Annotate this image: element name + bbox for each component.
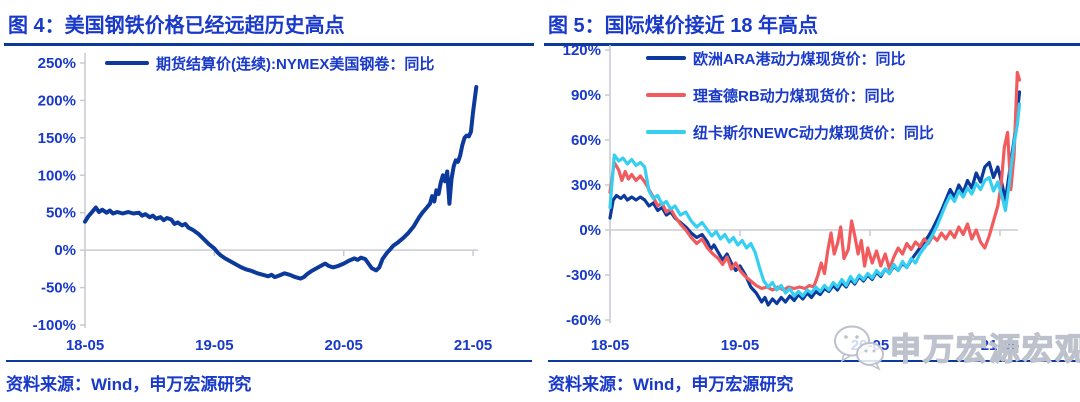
x-tick-label: 21-05 — [454, 337, 492, 354]
y-tick-label: 30% — [571, 177, 601, 194]
legend-line-swatch — [646, 56, 686, 60]
y-tick-label: 100% — [38, 167, 76, 184]
y-tick-label: -100% — [33, 317, 76, 334]
chart-canvas: 120%90%60%30%0%-30%-60%18-0519-0520-0521… — [563, 45, 1022, 354]
legend: 欧洲ARA港动力煤现货价：同比 理查德RB动力煤现货价：同比纽卡斯尔NEWC动力煤… — [646, 48, 934, 159]
legend-item: 理查德RB动力煤现货价：同比 — [646, 85, 934, 105]
y-tick-label: 200% — [38, 92, 76, 109]
figure-4-title: 图 4：美国钢铁价格已经远超历史高点 — [4, 0, 534, 46]
y-tick-label: -60% — [566, 312, 601, 329]
legend-line-swatch — [646, 93, 686, 97]
legend-line-swatch — [105, 61, 149, 65]
x-tick-label: 19-05 — [195, 337, 233, 354]
chart-canvas: 250% 200% 150% 100% 50% 0% -50% -100% 18-05 19-05… — [33, 53, 492, 354]
x-tick-label: 21-05 — [981, 337, 1019, 354]
x-tick-label: 18-05 — [591, 337, 629, 354]
y-tick-label: 250% — [38, 55, 76, 72]
figure-4-footer: 资料来源：Wind，申万宏源研究 — [6, 360, 532, 395]
y-tick-label: -50% — [41, 280, 76, 297]
y-tick-label: 50% — [46, 205, 76, 222]
figure-4: 图 4：美国钢铁价格已经远超历史高点 资料来源：Wind，申万宏源研究 250%… — [4, 0, 534, 395]
y-tick-label: 60% — [571, 132, 601, 149]
y-tick-label: 150% — [38, 130, 76, 147]
legend-label: 理查德RB动力煤现货价：同比 — [693, 87, 895, 105]
legend-line-swatch — [646, 130, 686, 134]
watermark: 申万宏源宏观 — [828, 321, 1080, 371]
legend: 期货结算价(连续):NYMEX美国钢卷：同比 — [105, 53, 434, 90]
y-tick-label: 120% — [563, 45, 601, 59]
x-tick-label: 20-05 — [325, 337, 363, 354]
figure-5: 图 5：国际煤价接近 18 年高点 资料来源：Wind，申万宏源研究 申万宏源宏… — [540, 0, 1080, 402]
legend-item: 纽卡斯尔NEWC动力煤现货价：同比 — [646, 122, 934, 142]
legend-item: 欧洲ARA港动力煤现货价：同比 — [646, 48, 934, 68]
figure-5-footer: 资料来源：Wind，申万宏源研究 — [548, 360, 1080, 395]
legend-label: 纽卡斯尔NEWC动力煤现货价：同比 — [693, 124, 934, 142]
x-tick-label: 19-05 — [721, 337, 759, 354]
wechat-icon — [834, 325, 884, 371]
series-line — [608, 102, 1022, 298]
legend-label: 欧洲ARA港动力煤现货价：同比 — [693, 50, 906, 68]
y-tick-label: 0% — [54, 242, 76, 259]
series-line — [608, 70, 1022, 292]
series-line — [83, 85, 479, 281]
legend-item: 期货结算价(连续):NYMEX美国钢卷：同比 — [105, 53, 434, 73]
y-tick-label: -30% — [566, 267, 601, 284]
figure-5-source: 资料来源：Wind，申万宏源研究 — [548, 375, 794, 394]
figure-4-source: 资料来源：Wind，申万宏源研究 — [6, 375, 252, 394]
x-tick-label: 18-05 — [66, 337, 104, 354]
legend-label: 期货结算价(连续):NYMEX美国钢卷：同比 — [156, 55, 435, 73]
watermark-text: 申万宏源宏观 — [889, 331, 1080, 367]
y-tick-label: 0% — [579, 222, 601, 239]
y-tick-label: 90% — [571, 87, 601, 104]
figure-5-title: 图 5：国际煤价接近 18 年高点 — [544, 0, 1080, 46]
